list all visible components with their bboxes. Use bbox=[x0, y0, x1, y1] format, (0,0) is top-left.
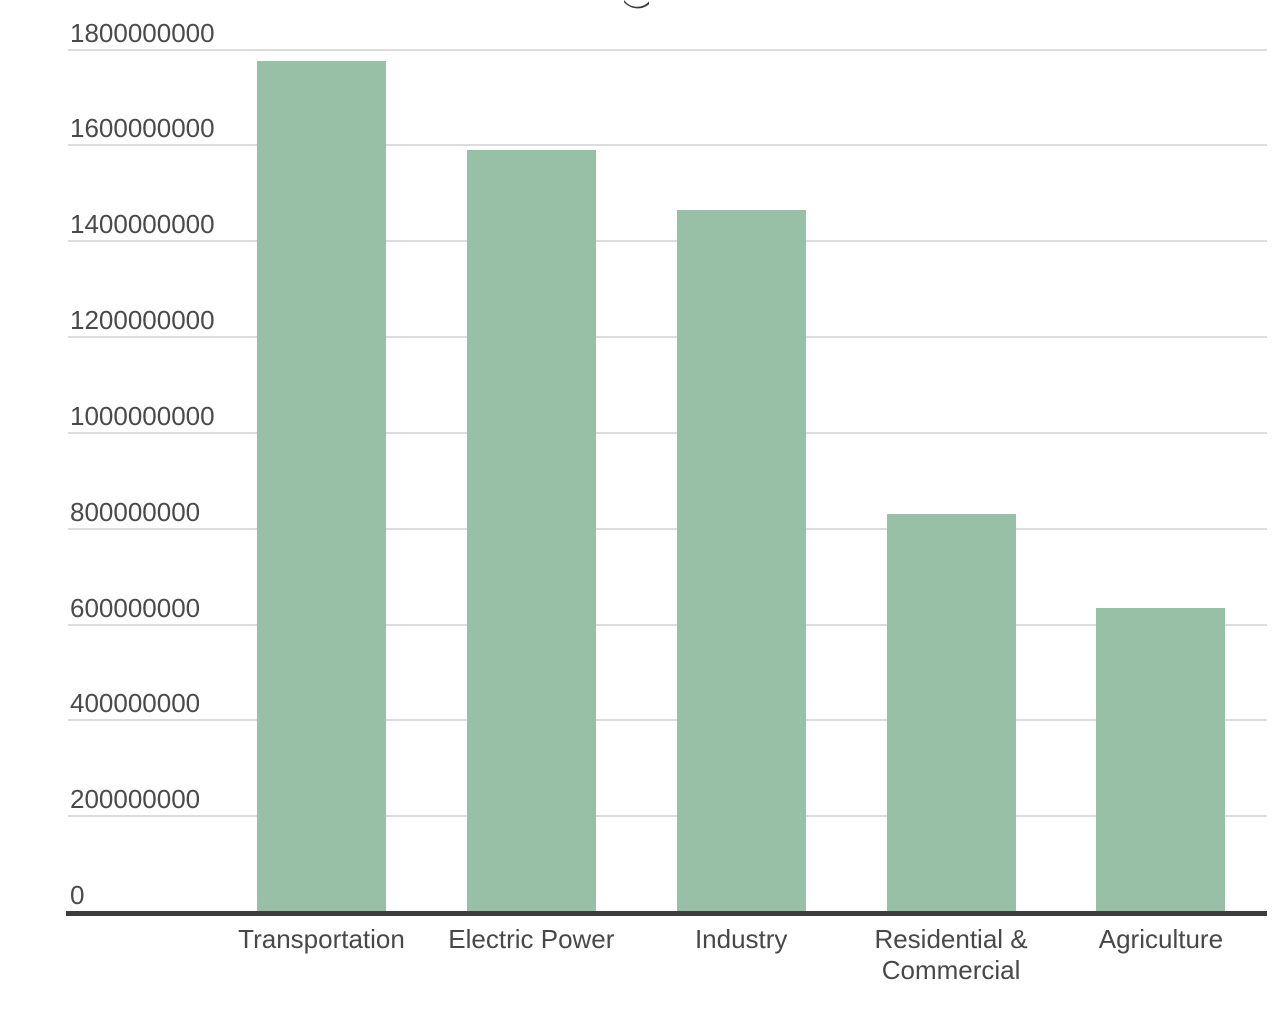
gridline bbox=[68, 240, 1267, 243]
bar-transportation bbox=[257, 61, 386, 912]
gridline bbox=[68, 815, 1267, 818]
y-tick-label: 1800000000 bbox=[70, 17, 215, 48]
y-tick-label: 1600000000 bbox=[70, 113, 215, 144]
y-tick-label: 800000000 bbox=[70, 496, 201, 527]
y-tick-label: 200000000 bbox=[70, 784, 201, 815]
x-category-label: Industry bbox=[694, 924, 788, 954]
gridline bbox=[68, 336, 1267, 338]
y-tick-label: 600000000 bbox=[70, 592, 201, 623]
gridline bbox=[68, 719, 1267, 722]
bar-electric-power bbox=[466, 150, 596, 912]
gridline bbox=[68, 623, 1267, 626]
x-category-label: Agriculture bbox=[1098, 924, 1224, 954]
cut-off-title-fragment bbox=[624, 0, 649, 9]
bar-industry bbox=[676, 210, 806, 912]
bar-agriculture bbox=[1096, 607, 1226, 912]
gridline bbox=[68, 527, 1267, 530]
bar-residential-commercial bbox=[886, 514, 1016, 912]
x-category-label: Electric Power bbox=[448, 924, 615, 954]
x-category-label: Transportation bbox=[238, 924, 405, 954]
y-tick-label: 400000000 bbox=[70, 688, 201, 719]
x-axis-line bbox=[66, 911, 1267, 916]
gridline bbox=[68, 431, 1267, 434]
y-tick-label: 1400000000 bbox=[70, 209, 215, 240]
y-tick-label: 0 bbox=[70, 880, 85, 910]
gridline bbox=[68, 144, 1267, 147]
y-tick-label: 1200000000 bbox=[70, 305, 215, 335]
x-category-label: Residential & Commercial bbox=[874, 924, 1028, 985]
gridline bbox=[68, 48, 1267, 51]
y-tick-label: 1000000000 bbox=[70, 400, 215, 431]
